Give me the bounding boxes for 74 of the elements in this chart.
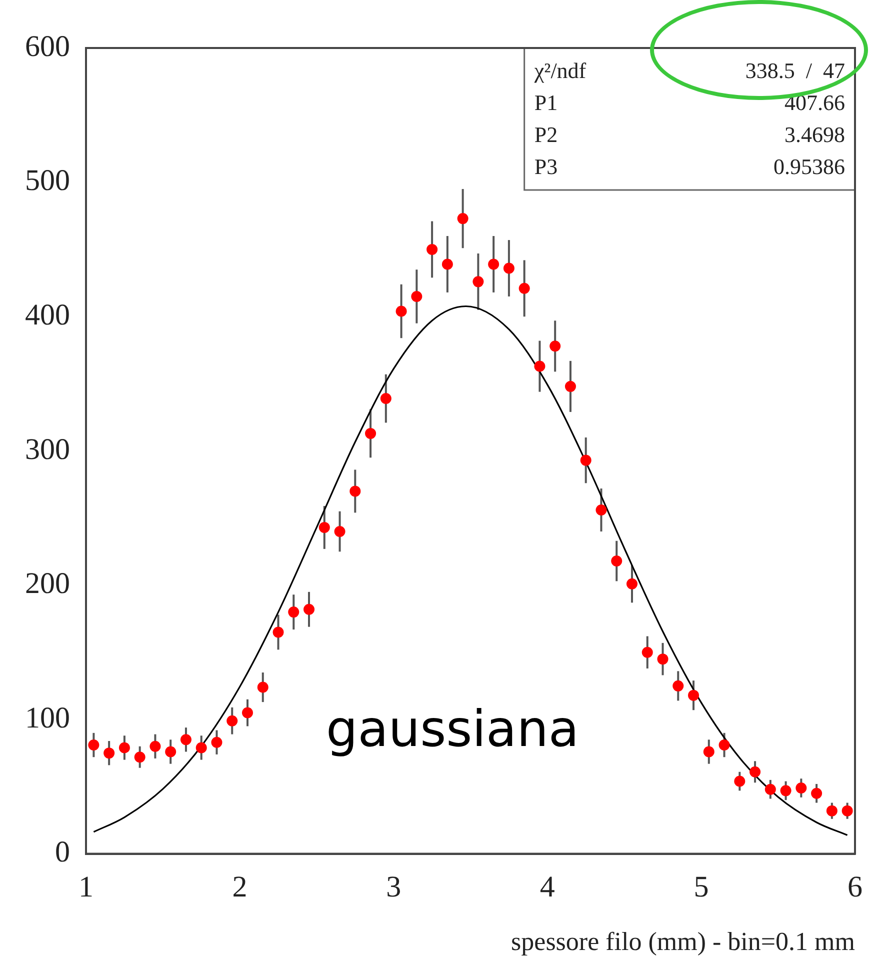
point: [472, 276, 484, 288]
point: [842, 805, 853, 816]
y-tick-label: 200: [25, 567, 70, 600]
annotation: 338.5 / 47: [745, 58, 845, 83]
annotation: 3.4698: [784, 122, 845, 147]
point: [226, 715, 238, 726]
point: [672, 680, 684, 692]
point: [411, 290, 422, 302]
point: [365, 428, 376, 439]
point: [426, 244, 438, 255]
point: [534, 360, 546, 372]
point: [518, 282, 530, 294]
x-tick-label: 2: [232, 870, 248, 904]
point: [396, 306, 407, 317]
point: [811, 788, 822, 799]
point: [718, 740, 730, 751]
point: [104, 748, 115, 759]
point: [596, 504, 607, 516]
point: [118, 742, 130, 754]
point: [134, 752, 146, 763]
point: [442, 258, 453, 270]
point: [611, 556, 622, 567]
point: [380, 393, 392, 404]
point: [318, 522, 330, 533]
annotation: gaussiana: [326, 700, 580, 758]
x-axis-title: spessore filo (mm) - bin=0.1 mm: [511, 927, 855, 956]
line-series: [92, 305, 848, 836]
point: [165, 746, 176, 758]
point: [796, 782, 807, 794]
point: [180, 734, 192, 746]
point: [734, 776, 746, 787]
point: [550, 340, 561, 352]
x-tick-label: 4: [540, 870, 555, 904]
point: [826, 805, 838, 816]
x-tick-label: 3: [386, 870, 402, 904]
point: [150, 740, 161, 752]
annotation: 407.66: [784, 90, 845, 115]
point: [88, 740, 100, 751]
point: [272, 626, 284, 638]
annotation: P3: [534, 154, 558, 179]
point: [503, 262, 514, 274]
point: [257, 682, 268, 693]
point: [211, 736, 222, 748]
point: [304, 604, 315, 615]
y-tick-label: 600: [25, 30, 70, 63]
point: [580, 454, 592, 466]
x-tick-label: 1: [78, 870, 94, 904]
point: [196, 742, 207, 754]
point: [457, 213, 468, 224]
point: [688, 690, 700, 701]
point: [642, 646, 653, 658]
point: [703, 746, 714, 758]
point: [780, 785, 792, 796]
y-tick-label: 400: [25, 298, 70, 332]
point: [750, 766, 761, 778]
point: [334, 526, 346, 537]
annotation: 0.95386: [774, 154, 845, 179]
x-tick-label: 5: [694, 870, 709, 904]
y-tick-label: 300: [25, 432, 70, 466]
annotation: χ²/ndf: [533, 58, 587, 83]
annotation: P2: [534, 122, 558, 147]
y-tick-label: 500: [25, 164, 70, 198]
point: [764, 784, 776, 795]
x-tick-label: 6: [848, 870, 862, 904]
point: [488, 258, 500, 270]
point: [288, 606, 300, 618]
point: [242, 707, 253, 718]
point: [626, 578, 638, 590]
y-tick-label: 100: [25, 701, 70, 734]
point: [657, 654, 668, 665]
point: [350, 486, 361, 497]
y-tick-label: 0: [55, 836, 70, 869]
point: [564, 380, 576, 392]
annotation: P1: [534, 90, 558, 115]
